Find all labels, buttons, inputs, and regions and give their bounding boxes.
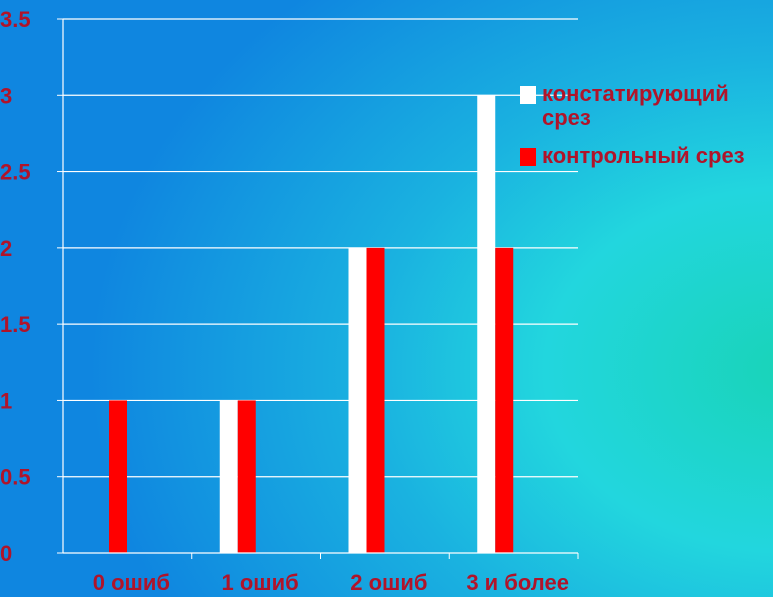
x-tick-label: 2 ошиб — [350, 570, 427, 595]
bar-series-1 — [219, 400, 238, 553]
axes — [57, 18, 579, 559]
bars — [109, 95, 514, 554]
y-tick-label: 0.5 — [0, 465, 31, 490]
y-tick-label: 3.5 — [0, 7, 31, 32]
y-tick-label: 2.5 — [0, 160, 31, 185]
x-tick-labels: 0 ошиб 1 ошиб 2 ошиб 3 и более — [93, 570, 569, 595]
x-tick-label: 1 ошиб — [222, 570, 299, 595]
x-tick-label: 3 и более — [466, 570, 569, 595]
x-tick-label: 0 ошиб — [93, 570, 170, 595]
bar-series-2 — [366, 247, 385, 553]
y-tick-labels: 0 0.5 1 1.5 2 2.5 3 3.5 — [0, 7, 31, 566]
y-tick-label: 1.5 — [0, 312, 31, 337]
legend-label-series-1: констатирующий срез — [542, 81, 729, 130]
legend-swatch-series-2 — [520, 148, 536, 166]
legend-label-series-2: контрольный срез — [542, 143, 745, 168]
legend-item-series-2: контрольный срез — [520, 144, 772, 168]
legend-item-series-1: констатирующий срез — [520, 82, 772, 130]
bar-series-2 — [237, 400, 256, 553]
bar-series-2 — [495, 247, 514, 553]
y-tick-label: 0 — [0, 541, 12, 566]
y-tick-label: 1 — [0, 388, 12, 413]
bar-series-1 — [348, 247, 367, 553]
y-tick-label: 3 — [0, 83, 12, 108]
bar-series-1 — [477, 95, 496, 554]
y-tick-label: 2 — [0, 236, 12, 261]
bar-series-2 — [109, 400, 127, 553]
legend-swatch-series-1 — [520, 86, 536, 104]
gridlines — [63, 18, 578, 478]
